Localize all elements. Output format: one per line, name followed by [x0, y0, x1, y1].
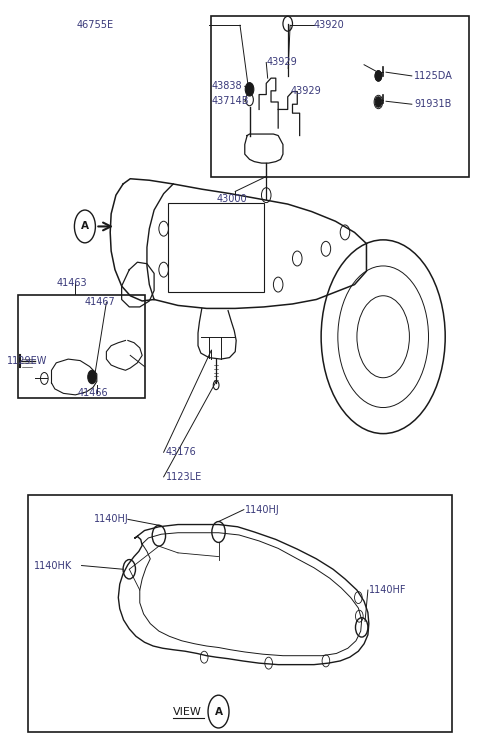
Text: 1140HJ: 1140HJ — [95, 515, 129, 524]
Text: 41467: 41467 — [85, 298, 116, 307]
Text: 43920: 43920 — [314, 20, 345, 30]
Bar — [211, 16, 469, 177]
Circle shape — [88, 370, 96, 384]
Text: 46755E: 46755E — [76, 20, 114, 30]
Text: 1140HJ: 1140HJ — [245, 505, 279, 515]
Text: 43000: 43000 — [216, 194, 247, 204]
Text: 1129EW: 1129EW — [7, 356, 48, 367]
Text: A: A — [215, 707, 223, 717]
Bar — [28, 494, 452, 732]
Text: 43176: 43176 — [166, 447, 197, 457]
Text: 43714B: 43714B — [211, 96, 249, 106]
Bar — [168, 203, 264, 292]
Circle shape — [375, 96, 382, 107]
Circle shape — [375, 71, 382, 81]
Text: 91931B: 91931B — [414, 99, 452, 109]
Text: A: A — [81, 221, 89, 231]
Text: 41466: 41466 — [78, 388, 108, 399]
Text: 1140HF: 1140HF — [369, 585, 407, 595]
Bar — [18, 295, 144, 398]
Text: 1140HK: 1140HK — [34, 560, 72, 571]
Circle shape — [245, 82, 254, 96]
Text: 43929: 43929 — [290, 86, 321, 96]
Text: 41463: 41463 — [56, 278, 87, 288]
Text: VIEW: VIEW — [173, 707, 202, 717]
Text: 43838: 43838 — [211, 82, 242, 91]
Text: 1125DA: 1125DA — [414, 71, 453, 81]
Text: 43929: 43929 — [266, 58, 297, 67]
Text: 1123LE: 1123LE — [166, 472, 202, 482]
